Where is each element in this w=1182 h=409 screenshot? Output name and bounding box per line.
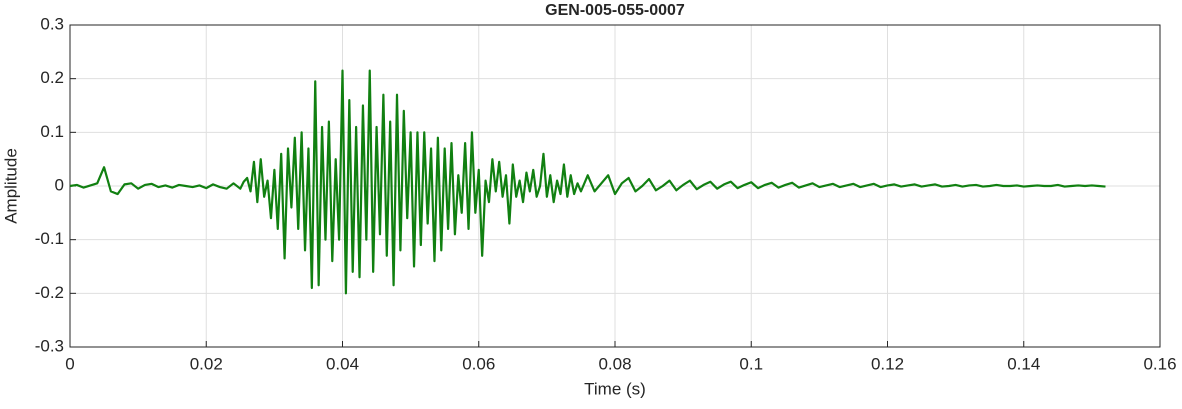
y-axis-label: Amplitude (1, 148, 20, 224)
series-line (69, 69, 1106, 295)
chart-title: GEN-005-055-0007 (545, 2, 685, 19)
x-tick-label: 0.04 (326, 354, 359, 373)
x-tick-label: 0.12 (871, 354, 904, 373)
x-tick-label: 0.1 (739, 354, 763, 373)
x-tick-label: 0 (65, 354, 74, 373)
x-tick-label: 0.06 (462, 354, 495, 373)
y-tick-label: -0.3 (35, 336, 64, 355)
y-tick-label: 0.1 (40, 122, 64, 141)
x-tick-label: 0.16 (1143, 354, 1176, 373)
x-tick-label: 0.02 (190, 354, 223, 373)
x-axis-label: Time (s) (584, 379, 646, 398)
x-tick-label: 0.08 (598, 354, 631, 373)
y-tick-label: 0.3 (40, 14, 64, 33)
y-tick-label: 0 (55, 175, 64, 194)
y-tick-label: -0.2 (35, 283, 64, 302)
x-tick-label: 0.14 (1007, 354, 1040, 373)
y-tick-label: -0.1 (35, 229, 64, 248)
y-tick-label: 0.2 (40, 68, 64, 87)
